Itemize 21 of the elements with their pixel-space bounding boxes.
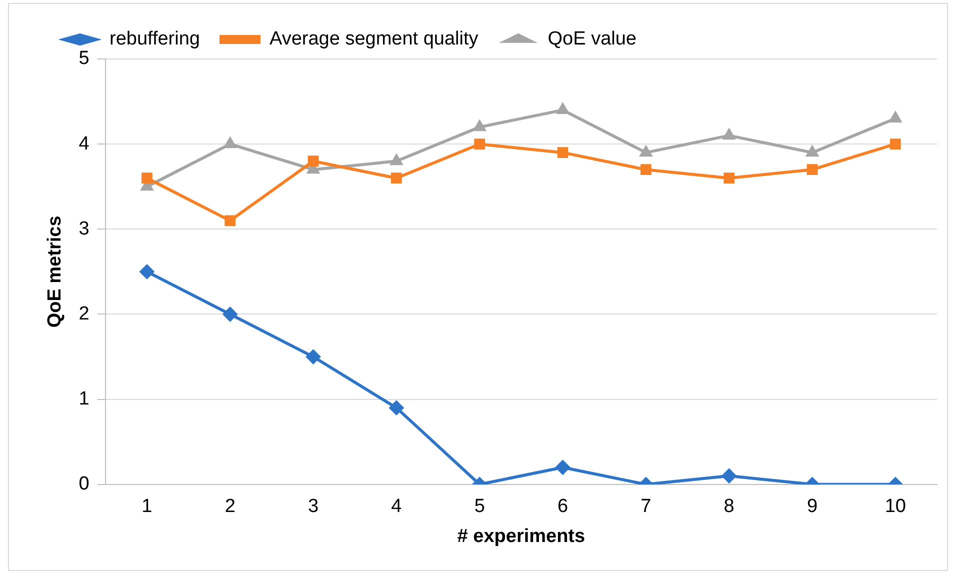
legend-label: QoE value xyxy=(548,28,637,50)
x-tick-label: 1 xyxy=(142,496,152,518)
x-tick-label: 5 xyxy=(474,496,485,518)
x-axis-title: # experiments xyxy=(457,526,586,547)
legend-label: rebuffering xyxy=(110,28,200,50)
x-tick-label: 9 xyxy=(806,496,818,518)
y-tick-label: 2 xyxy=(78,303,90,324)
x-tick-label: 10 xyxy=(884,496,906,518)
x-tick-label: 2 xyxy=(224,496,236,518)
x-tick-label: 8 xyxy=(724,496,734,518)
legend-label: Average segment quality xyxy=(269,28,479,50)
y-tick-label: 0 xyxy=(78,474,90,495)
x-tick-label: 4 xyxy=(391,496,402,518)
y-axis-title: QoE metrics xyxy=(44,216,66,328)
y-tick-label: 5 xyxy=(78,48,90,70)
x-tick-label: 6 xyxy=(557,496,568,518)
x-tick-label: 3 xyxy=(308,496,319,518)
x-tick-label: 7 xyxy=(640,496,652,518)
y-tick-label: 1 xyxy=(78,388,90,410)
y-tick-label: 3 xyxy=(78,218,90,240)
y-tick-label: 4 xyxy=(78,133,90,154)
